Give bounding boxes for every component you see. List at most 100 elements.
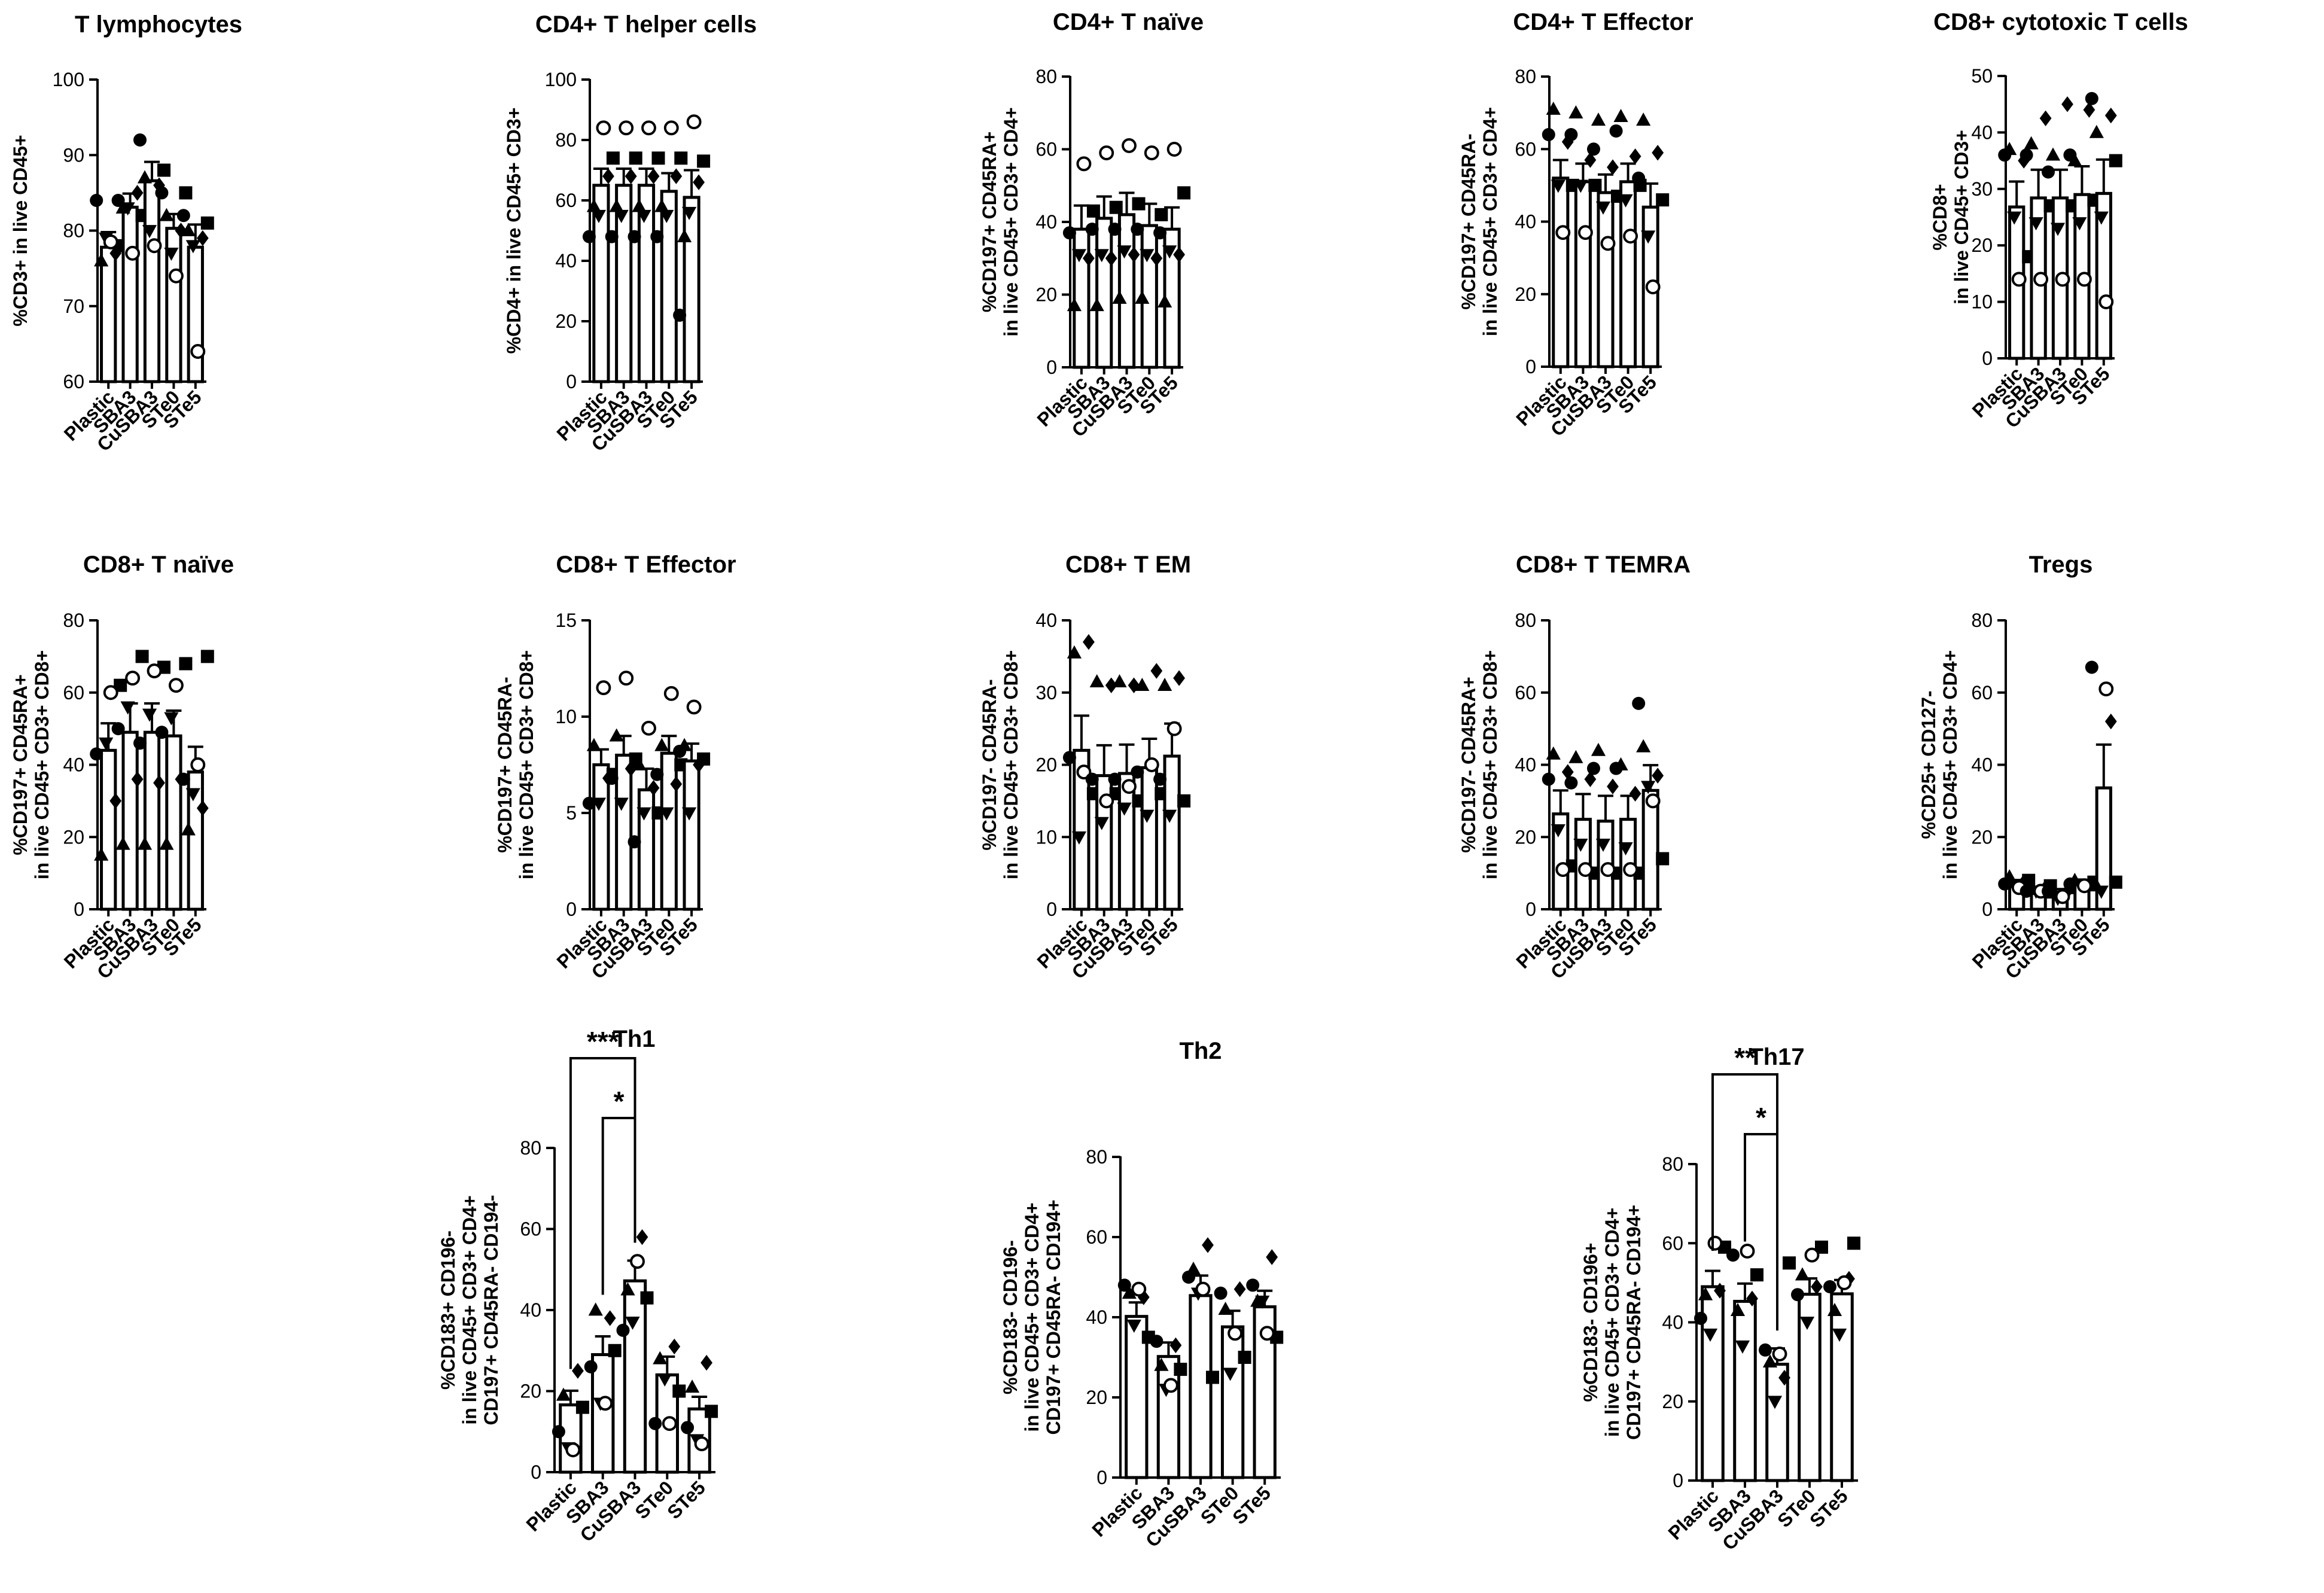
y-tick-label: 0 xyxy=(566,371,577,392)
data-point xyxy=(1636,112,1651,126)
data-point xyxy=(1154,1357,1169,1371)
data-point xyxy=(608,1344,622,1357)
data-point xyxy=(602,168,614,184)
data-point xyxy=(153,177,165,193)
chart-title: CD8+ T naïve xyxy=(83,552,234,578)
data-point xyxy=(125,671,141,686)
data-point xyxy=(693,174,705,190)
significance-bracket xyxy=(1744,1133,1778,1331)
chart-cd4-effector: CD4+ T Effector %CD197+ CD45RA-in live CD… xyxy=(1458,9,1693,440)
chart-title: CD4+ T naïve xyxy=(1053,9,1204,35)
data-point xyxy=(598,1396,613,1411)
data-point xyxy=(1128,246,1140,263)
data-point xyxy=(1804,1247,1820,1263)
data-point xyxy=(653,1351,668,1364)
data-point xyxy=(1618,842,1633,856)
y-tick-label: 60 xyxy=(1515,138,1536,160)
data-point xyxy=(641,720,656,736)
data-point xyxy=(109,245,122,261)
data-point xyxy=(670,776,683,792)
data-point xyxy=(137,170,153,184)
data-point xyxy=(1632,696,1646,710)
data-point xyxy=(1166,721,1182,736)
data-point xyxy=(1131,1281,1147,1297)
y-tick-label: 80 xyxy=(1662,1153,1683,1175)
y-axis-label-line: %CD4+ in live CD45+ CD3+ xyxy=(503,108,525,354)
y-axis-label-line: %CD197- CD45RA+ xyxy=(1458,677,1479,852)
data-point xyxy=(2042,165,2055,179)
data-point xyxy=(1740,1244,1755,1259)
data-point xyxy=(1255,1295,1270,1309)
data-point xyxy=(142,708,157,722)
data-point xyxy=(1177,186,1191,200)
data-point xyxy=(1085,223,1099,236)
bar-sba3 xyxy=(121,730,139,911)
data-point xyxy=(2050,223,2066,236)
data-point xyxy=(1108,223,1122,236)
y-axis-label-line: %CD197+ CD45RA- xyxy=(494,677,516,852)
data-point xyxy=(682,807,697,821)
data-point xyxy=(1223,1367,1238,1381)
data-point xyxy=(1714,1283,1726,1299)
bar-cusba3 xyxy=(143,730,161,911)
data-point xyxy=(606,151,620,165)
bar-ste5 xyxy=(683,196,700,383)
data-point xyxy=(1767,1396,1783,1409)
y-tick-label: 50 xyxy=(1971,65,1993,87)
data-point xyxy=(625,168,637,184)
y-tick-label: 40 xyxy=(1971,754,1993,776)
y-tick-label: 20 xyxy=(1515,284,1536,305)
data-point xyxy=(1546,101,1561,115)
y-tick-label: 100 xyxy=(53,69,84,90)
y-axis-label-line: %CD8+ xyxy=(1929,184,1951,250)
bar-ste0 xyxy=(1619,180,1637,368)
data-point xyxy=(1847,1236,1860,1250)
y-axis-label-line: %CD183+ CD196- xyxy=(437,1230,459,1390)
data-point xyxy=(672,1384,686,1398)
y-axis-label-line: %CD183- CD196- xyxy=(1000,1240,1021,1394)
y-tick-label: 60 xyxy=(1086,1226,1107,1248)
y-axis-label-line: in live CD45+ CD3+ CD8+ xyxy=(31,650,53,879)
significance-label: *** xyxy=(587,1026,619,1057)
data-point xyxy=(2098,681,2114,697)
data-point xyxy=(1645,279,1661,295)
data-point xyxy=(1174,1363,1187,1376)
y-axis-label-line: %CD25+ CD127- xyxy=(1918,690,1939,839)
y-tick-label: 40 xyxy=(1035,610,1057,631)
significance-label: * xyxy=(614,1086,625,1117)
data-point xyxy=(185,788,200,802)
chart-title: Th17 xyxy=(1749,1044,1804,1070)
data-point xyxy=(1652,145,1664,161)
data-point xyxy=(1632,171,1646,185)
y-tick-label: 0 xyxy=(1525,898,1536,920)
bar-sba3 xyxy=(1156,1355,1181,1479)
data-point xyxy=(2076,272,2092,287)
data-point xyxy=(1735,1340,1750,1354)
y-tick-label: 5 xyxy=(566,802,577,824)
data-point xyxy=(659,807,674,821)
data-point xyxy=(659,209,674,223)
data-point xyxy=(1641,230,1656,244)
data-point xyxy=(657,1373,672,1387)
y-tick-label: 60 xyxy=(1515,682,1536,703)
chart-title: Th2 xyxy=(1179,1038,1222,1064)
data-point xyxy=(556,1387,571,1401)
y-tick-label: 40 xyxy=(1662,1312,1683,1333)
data-point xyxy=(90,194,103,207)
data-point xyxy=(2002,869,2017,883)
y-tick-label: 90 xyxy=(63,144,84,166)
bar-ste0 xyxy=(1220,1325,1245,1479)
data-point xyxy=(109,793,122,809)
data-point xyxy=(2094,211,2109,225)
bar-sba3 xyxy=(1733,1299,1757,1482)
y-tick-label: 40 xyxy=(555,250,577,272)
data-point xyxy=(647,779,660,796)
data-point xyxy=(685,1379,700,1393)
data-point xyxy=(1759,1343,1772,1357)
data-point xyxy=(628,835,641,849)
chart-title: Tregs xyxy=(2029,552,2093,578)
data-point xyxy=(641,120,656,136)
data-point xyxy=(168,678,184,693)
y-tick-label: 10 xyxy=(1035,826,1057,848)
